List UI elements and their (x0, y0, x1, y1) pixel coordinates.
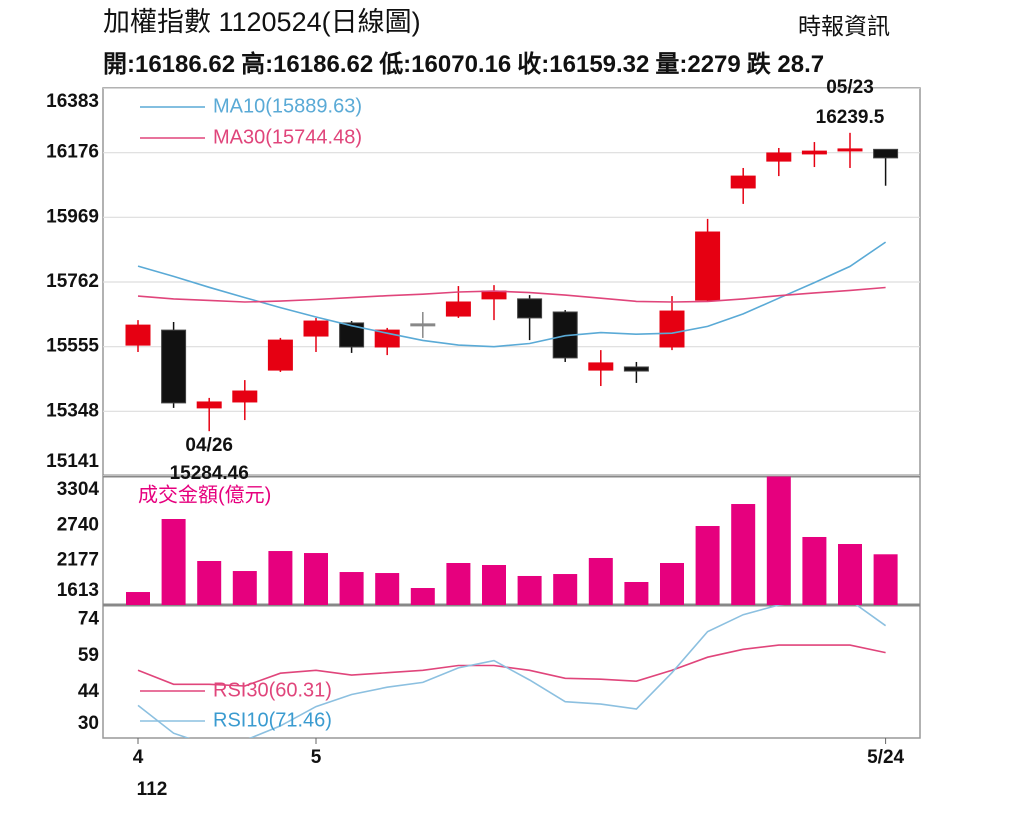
candle-body (766, 152, 792, 162)
candle-body (410, 323, 436, 327)
legend-label: MA30(15744.48) (213, 126, 362, 148)
bar (268, 551, 293, 605)
stat: 低:16070.16 (378, 51, 511, 78)
annotation-date: 05/23 (826, 77, 874, 98)
stat: 高:16186.62 (241, 50, 373, 78)
bar (660, 563, 684, 605)
annotation-value: 15284.46 (170, 463, 249, 484)
chart-title: 加權指數 1120524(日線圖) (103, 7, 421, 37)
stat: 開:16186.62 (103, 51, 235, 78)
bar (624, 581, 649, 605)
bar (410, 588, 435, 605)
bar (339, 572, 364, 605)
panel (126, 476, 898, 605)
candle-body (837, 148, 863, 152)
panel-label: 成交金額(億元) (138, 483, 271, 506)
x-sublabel: 112 (137, 779, 168, 800)
bar (873, 554, 898, 605)
panel (103, 88, 920, 476)
stat: 跌 28.7 (747, 51, 824, 78)
candle-body (303, 320, 329, 337)
candle-body (161, 329, 187, 404)
candle-body (588, 362, 614, 371)
bar (588, 557, 613, 605)
bar (731, 504, 756, 605)
legend-label: RSI10(71.46) (213, 709, 332, 731)
y-tick-label: 15348 (46, 400, 99, 421)
bar (695, 526, 720, 605)
source: 時報資訊 (798, 13, 890, 39)
y-tick-label: 16176 (46, 142, 99, 163)
y-tick-label: 3304 (57, 479, 100, 500)
series-line (137, 605, 887, 738)
candle-body (125, 324, 151, 346)
candle-body (339, 322, 365, 348)
bar (446, 563, 471, 605)
candle-body (801, 150, 827, 155)
stat: 量:2279 (655, 51, 740, 78)
candle-body (873, 148, 899, 159)
candle-body (623, 366, 649, 372)
bar (375, 573, 400, 605)
candle-body (445, 301, 471, 317)
plot-frame (102, 87, 921, 739)
y-tick-label: 15762 (46, 271, 99, 292)
candle-body (659, 310, 685, 348)
x-tick-label: 4 (133, 747, 144, 768)
annotation-date: 04/26 (185, 435, 233, 456)
bar (304, 553, 328, 605)
candle-body (232, 390, 258, 403)
candle-body (196, 401, 222, 409)
bar (517, 575, 542, 605)
bar (482, 565, 506, 605)
x-tick-label: 5/24 (867, 747, 904, 768)
y-tick-label: 30 (78, 713, 99, 734)
series-line (137, 286, 886, 303)
bar (161, 519, 186, 605)
y-tick-label: 16383 (46, 91, 99, 112)
y-tick-label: 15969 (46, 206, 99, 227)
legend-label: RSI30(60.31) (213, 679, 332, 701)
stats: 開:16186.62 高:16186.62 低:16070.16 收:16159.32… (103, 50, 824, 78)
bar (838, 544, 862, 605)
bar (126, 592, 150, 605)
series-line (137, 241, 887, 348)
y-tick-label: 59 (78, 645, 99, 666)
candle-body (517, 298, 543, 319)
panel (137, 605, 887, 738)
series-line (137, 644, 886, 687)
y-tick-label: 2740 (57, 514, 99, 535)
y-tick-label: 2177 (57, 550, 99, 571)
candle-body (695, 231, 721, 301)
stat: 收:16159.32 (517, 51, 649, 78)
y-tick-label: 15141 (46, 451, 99, 472)
legend-label: MA10(15889.63) (213, 95, 362, 117)
bar (232, 571, 257, 605)
y-tick-label: 44 (78, 681, 100, 702)
y-tick-label: 15555 (46, 336, 99, 357)
candle-body (267, 339, 293, 371)
bar (553, 574, 578, 605)
y-tick-label: 1613 (57, 580, 99, 601)
bar (802, 536, 827, 605)
bar (197, 560, 222, 605)
candle-body (730, 175, 756, 189)
y-tick-label: 74 (78, 609, 100, 630)
x-tick-label: 5 (311, 747, 322, 768)
bar (766, 476, 791, 605)
annotation-value: 16239.5 (816, 107, 885, 128)
